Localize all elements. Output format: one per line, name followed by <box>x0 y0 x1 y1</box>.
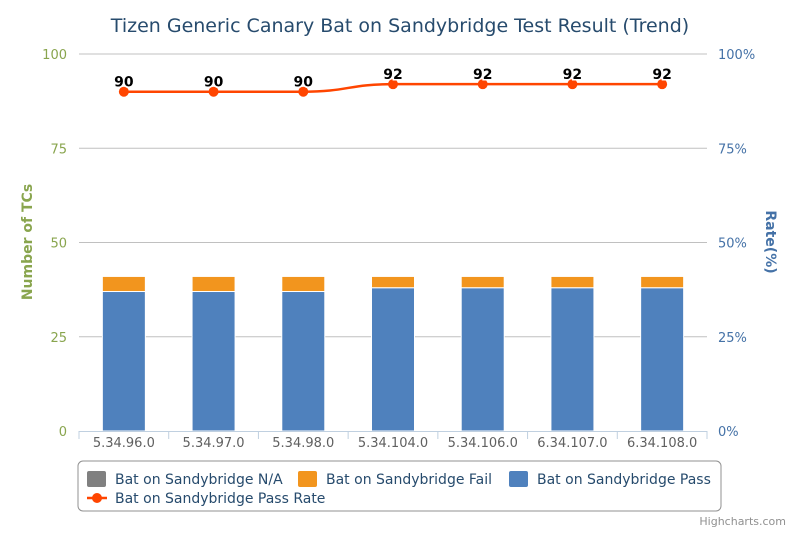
y-right-tick-label: 0% <box>718 425 739 440</box>
pass-rate-data-label: 92 <box>473 67 492 83</box>
pass-rate-point[interactable] <box>388 79 398 90</box>
bar-fail[interactable] <box>191 275 236 293</box>
legend-item-label[interactable]: Bat on Sandybridge Fail <box>326 472 492 488</box>
axes: 0 25 50 75 100 0% 25% 50% 75% 100% 5.34.96.0 5.34.9… <box>42 48 755 451</box>
y-right-tick-label: 50% <box>718 237 747 252</box>
pass-rate-data-label: 90 <box>204 75 224 91</box>
bar-fail[interactable] <box>281 275 326 293</box>
pass-rate-point[interactable] <box>208 86 219 97</box>
credits[interactable]: Highcharts.com <box>699 515 786 528</box>
bar-pass[interactable] <box>191 291 236 432</box>
legend-symbol <box>509 471 528 487</box>
bar-fail[interactable] <box>460 275 505 289</box>
y-left-tick-label: 100 <box>42 48 67 63</box>
x-tick-label: 5.34.106.0 <box>448 436 518 451</box>
pass-rate-line: 90 90 90 92 92 92 92 <box>113 66 673 97</box>
bar-pass[interactable] <box>640 287 685 432</box>
x-tick-label: 5.34.97.0 <box>183 436 245 451</box>
x-tick-label: 5.34.96.0 <box>93 436 155 451</box>
bar-pass[interactable] <box>281 291 326 432</box>
legend: Bat on Sandybridge N/A Bat on Sandybridge… <box>77 460 722 512</box>
bar-pass[interactable] <box>460 287 505 432</box>
pass-rate-data-label: 90 <box>294 75 314 91</box>
bar-pass[interactable] <box>101 291 146 432</box>
pass-rate-point[interactable] <box>298 86 309 97</box>
y-left-tick-label: 75 <box>50 142 67 157</box>
pass-rate-point[interactable] <box>657 79 668 90</box>
legend-item-label[interactable]: Bat on Sandybridge N/A <box>115 472 283 488</box>
pass-rate-point[interactable] <box>477 79 488 90</box>
pass-rate-point[interactable] <box>567 79 578 90</box>
pass-rate-point[interactable] <box>118 86 129 97</box>
x-tick-label: 5.34.98.0 <box>272 436 334 451</box>
chart-title: Tizen Generic Canary Bat on Sandybridge … <box>110 15 689 37</box>
x-tick-label: 5.34.104.0 <box>358 436 428 451</box>
y-right-tick-label: 25% <box>718 331 747 346</box>
y-left-axis-title: Number of TCs <box>20 184 36 300</box>
bar-fail[interactable] <box>101 275 146 293</box>
bar-fail[interactable] <box>640 275 685 289</box>
x-tick-label: 6.34.108.0 <box>627 436 697 451</box>
pass-rate-data-label: 92 <box>652 67 671 83</box>
y-left-tick-label: 0 <box>59 425 67 440</box>
y-right-axis-title: Rate(%) <box>762 210 778 273</box>
legend-item-label[interactable]: Bat on Sandybridge Pass Rate <box>115 491 325 507</box>
pass-rate-data-label: 90 <box>114 75 134 91</box>
bar-fail[interactable] <box>550 275 595 289</box>
legend-symbol-marker <box>92 493 102 503</box>
legend-symbol <box>87 471 106 487</box>
pass-rate-data-label: 92 <box>383 67 402 83</box>
bar-fail[interactable] <box>371 275 415 289</box>
y-left-tick-label: 25 <box>50 331 67 346</box>
legend-symbol <box>298 471 317 487</box>
pass-rate-data-label: 92 <box>563 67 582 83</box>
legend-item-label[interactable]: Bat on Sandybridge Pass <box>537 472 711 488</box>
legend-box <box>77 460 722 512</box>
y-right-tick-label: 75% <box>718 142 747 157</box>
y-right-tick-label: 100% <box>718 48 755 63</box>
x-tick-label: 6.34.107.0 <box>537 436 607 451</box>
bar-pass[interactable] <box>550 287 595 432</box>
y-left-tick-label: 50 <box>50 237 67 252</box>
bars <box>101 275 685 432</box>
bar-pass[interactable] <box>371 287 415 432</box>
